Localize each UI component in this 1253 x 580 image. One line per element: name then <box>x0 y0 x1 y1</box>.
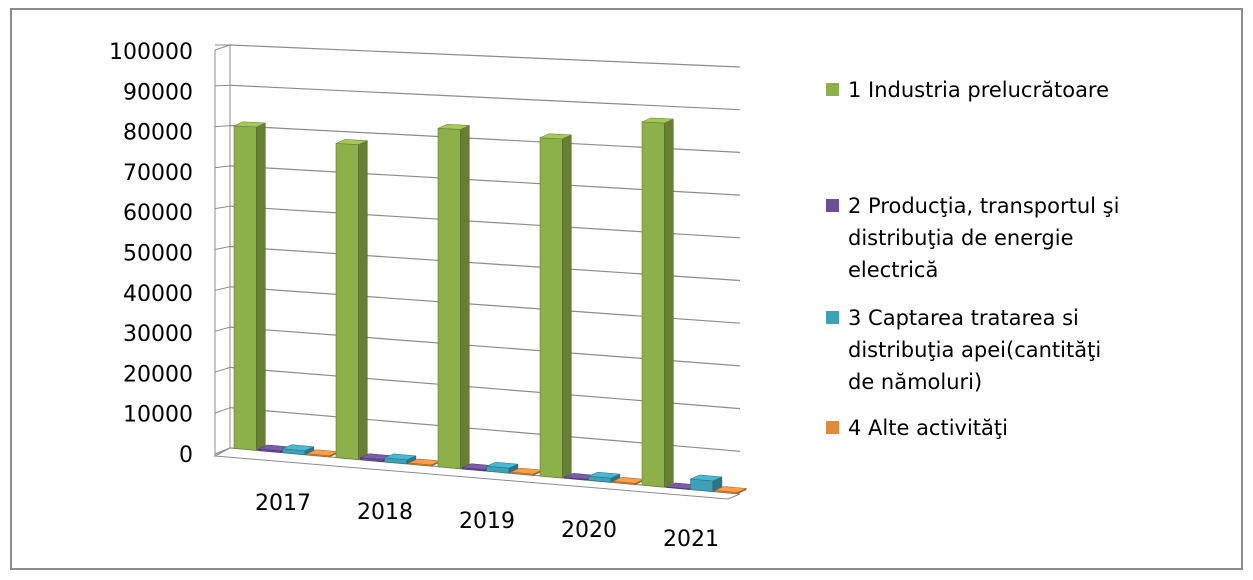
y-tick-label: 70000 <box>123 161 193 186</box>
y-tick-label: 90000 <box>123 80 193 105</box>
bar-top <box>713 486 748 493</box>
bar-top <box>437 124 470 130</box>
bar-front <box>539 137 563 479</box>
bar-3-2019 <box>485 461 519 474</box>
bar-top <box>689 474 723 482</box>
gridline-side <box>214 84 231 87</box>
y-tick-label: 80000 <box>123 121 193 146</box>
bar-side <box>562 134 572 479</box>
legend-label: 4 Alte activităţi <box>848 416 1008 440</box>
bar-3-2018 <box>383 453 417 465</box>
legend-label: 1 Industria prelucrătoare <box>848 78 1109 102</box>
bar-side <box>460 125 470 470</box>
x-category-label: 2018 <box>357 500 413 525</box>
bar-side <box>358 140 368 460</box>
bar-4-2021 <box>713 486 748 495</box>
bar-1-2020 <box>539 133 572 479</box>
bar-top <box>485 461 519 469</box>
gridline-side <box>214 286 231 291</box>
legend-label: distribuţia de energie <box>848 226 1073 250</box>
gridline-side <box>214 205 231 210</box>
legend-label: 3 Captarea tratarea si <box>848 306 1079 330</box>
gridline-side <box>214 407 231 414</box>
bar-side <box>664 118 674 488</box>
x-category-label: 2019 <box>459 509 515 534</box>
gridline-side <box>214 125 231 128</box>
legend-label: de nămoluri) <box>848 370 982 394</box>
gridline-side <box>214 165 231 169</box>
bar-front <box>437 127 461 470</box>
bar-top <box>641 117 674 124</box>
floor <box>213 447 741 500</box>
gridline-side <box>214 246 231 250</box>
bar-4-2018 <box>407 458 442 467</box>
legend-swatch <box>826 421 839 434</box>
y-tick-label: 100000 <box>109 40 193 65</box>
bar-4-2020 <box>611 477 646 485</box>
legend-swatch <box>826 199 839 212</box>
legend-item: 2 Producţia, transportul şi distribuţia d… <box>826 194 1119 282</box>
legend-swatch <box>826 311 839 324</box>
bar-top <box>539 133 572 140</box>
y-tick-label: 50000 <box>123 242 193 267</box>
gridline <box>229 44 741 68</box>
bar-top <box>335 139 368 145</box>
bar-front <box>233 125 257 451</box>
bar-front <box>335 143 359 460</box>
x-category-label: 2017 <box>255 491 311 516</box>
bar-front <box>641 121 665 488</box>
legend-item: 1 Industria prelucrătoare <box>826 78 1109 102</box>
legend-item: 4 Alte activităţi <box>826 416 1008 440</box>
legend-label: 2 Producţia, transportul şi <box>848 194 1119 218</box>
legend-item: 3 Captarea tratarea si distribuţia apei(c… <box>826 306 1101 394</box>
bar-top <box>281 444 315 451</box>
legend-swatch <box>826 83 839 96</box>
bar-side <box>256 122 266 451</box>
y-tick-label: 20000 <box>123 362 193 387</box>
axis-wall <box>214 44 231 457</box>
legend-label: distribuţia apei(cantităţi <box>848 338 1101 362</box>
bar-top <box>587 471 621 479</box>
y-tick-label: 0 <box>179 443 193 468</box>
bar-3-2020 <box>587 471 621 483</box>
x-category-label: 2020 <box>561 518 617 543</box>
bar-1-2017 <box>233 121 266 451</box>
bar-top <box>233 121 266 128</box>
bar-1-2019 <box>437 124 470 470</box>
x-category-label: 2021 <box>663 527 719 552</box>
y-tick-label: 40000 <box>123 282 193 307</box>
bar-3-2021 <box>689 474 723 492</box>
gridline <box>229 84 741 111</box>
bar-1-2021 <box>641 117 674 488</box>
gridline-side <box>214 366 231 373</box>
y-tick-label: 10000 <box>123 403 193 428</box>
bar-1-2018 <box>335 139 368 460</box>
bar-top <box>383 453 417 461</box>
y-tick-label: 30000 <box>123 322 193 347</box>
legend-label: electrică <box>848 258 938 282</box>
gridline-side <box>214 326 231 332</box>
y-tick-label: 60000 <box>123 201 193 226</box>
